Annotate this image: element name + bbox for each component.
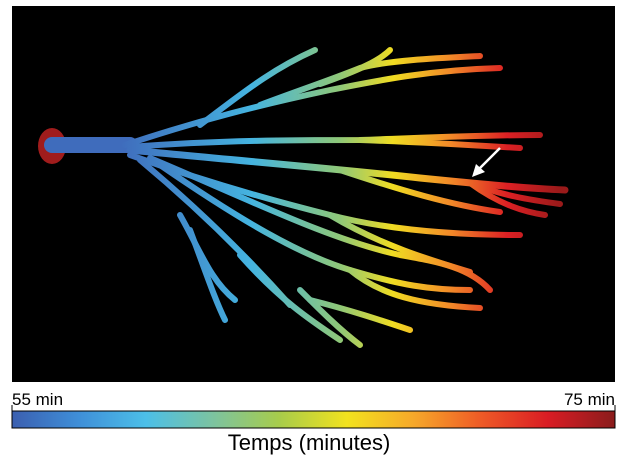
vessel-network xyxy=(38,47,569,348)
colorbar xyxy=(11,410,616,429)
colorbar-tick-label: 55 min xyxy=(12,390,63,409)
image-background xyxy=(12,6,615,382)
colorbar-tick-label: 75 min xyxy=(564,390,615,409)
colorbar-label: Temps (minutes) xyxy=(228,430,391,455)
arrow xyxy=(472,147,501,177)
